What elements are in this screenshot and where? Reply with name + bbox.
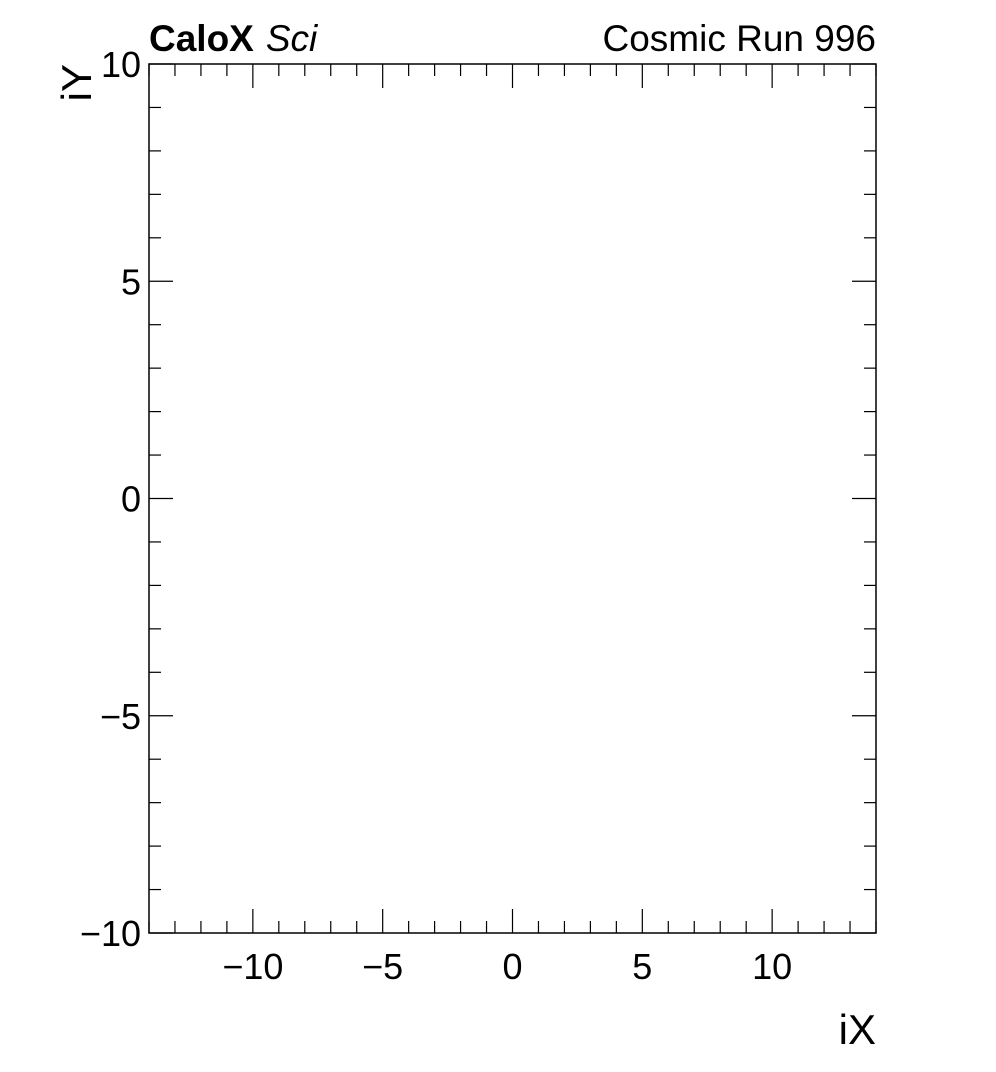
x-tick-label: −5: [362, 946, 403, 987]
x-axis-title: iX: [839, 1006, 876, 1053]
x-tick-label: −10: [222, 946, 283, 987]
y-axis-ticks: [149, 63, 876, 934]
experiment-tag: Sci: [266, 18, 319, 59]
x-tick-label: 5: [632, 946, 652, 987]
y-tick-label: −5: [100, 696, 141, 737]
x-tick-label: 10: [752, 946, 792, 987]
y-tick-label: 0: [121, 479, 141, 520]
x-axis-ticks: [148, 64, 877, 933]
y-axis-tick-labels: −10 −5 0 5 10: [80, 44, 141, 954]
run-label: Cosmic Run 996: [602, 18, 876, 59]
experiment-name: CaloX: [149, 18, 254, 59]
y-tick-label: 10: [101, 44, 141, 85]
x-tick-label: 0: [502, 946, 522, 987]
y-tick-label: 5: [121, 261, 141, 302]
experiment-label: CaloX Sci: [149, 18, 319, 59]
y-axis-title: iY: [53, 64, 100, 101]
y-tick-label: −10: [80, 913, 141, 954]
x-axis-tick-labels: −10 −5 0 5 10: [222, 946, 792, 987]
